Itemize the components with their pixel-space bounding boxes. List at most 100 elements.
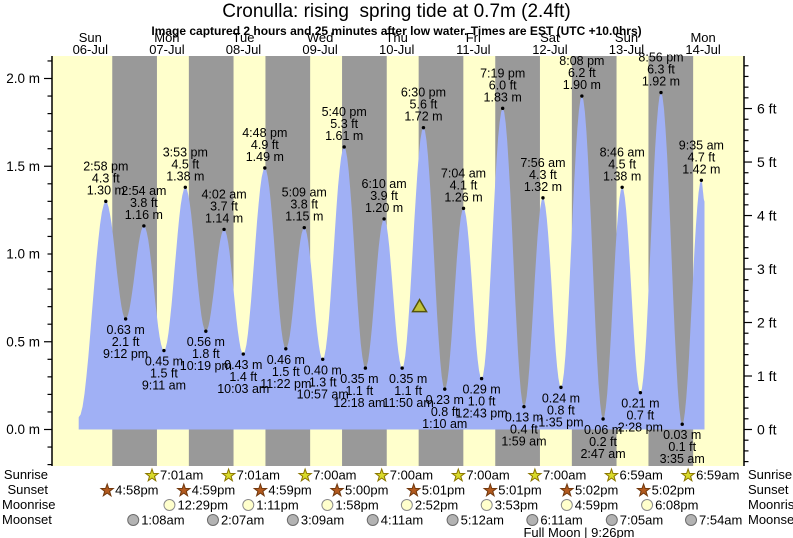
high-tide-label: 7:19 pm (480, 66, 525, 80)
high-tide-label: 3:53 pm (163, 145, 208, 159)
tide-point (699, 178, 704, 182)
sunset-time: 4:59pm (268, 483, 311, 498)
high-tide-label: 4:02 am (201, 187, 246, 201)
sunset-time: 5:01pm (498, 483, 541, 498)
sunset-icon (176, 482, 192, 498)
moonrise-icon (480, 499, 493, 511)
high-tide-label: 4.7 ft (687, 150, 715, 164)
moonset-icon (366, 514, 379, 526)
high-tide-label: 4.3 ft (529, 168, 557, 182)
high-tide-label: 4.5 ft (171, 157, 199, 171)
day-name: Sun (79, 30, 102, 45)
low-tide-label: 1.5 ft (150, 367, 178, 381)
moonrise-icon (560, 499, 573, 511)
moonset-icon (446, 514, 459, 526)
high-tide-label: 7:56 am (520, 156, 565, 170)
high-tide-label: 4.5 ft (608, 157, 636, 171)
sunset-icon (406, 482, 422, 498)
tide-point (500, 106, 505, 111)
high-tide-label: 1.42 m (682, 162, 720, 176)
tide-point (284, 347, 288, 351)
tide-point (680, 422, 684, 426)
high-tide-label: 2:54 am (121, 184, 166, 198)
sunset-time: 5:02pm (575, 483, 618, 498)
sunset-time: 5:01pm (422, 483, 465, 498)
day-name: Sat (540, 30, 560, 45)
day-name: Thu (385, 30, 407, 45)
high-tide-label: 9:35 am (679, 138, 724, 152)
moonset-row-label-left: Moonset (2, 512, 52, 527)
day-name: Mon (154, 30, 179, 45)
sunset-icon (482, 482, 498, 498)
day-date: 12-Jul (532, 42, 568, 57)
sunset-icon (329, 482, 345, 498)
moonset-icon (526, 514, 539, 526)
low-tide-label: 12:18 am (333, 396, 385, 410)
day-name: Sun (615, 30, 638, 45)
moonset-time: 6:11am (540, 513, 582, 528)
right-axis-tick-label: 4 ft (757, 208, 777, 224)
high-tide-label: 6.3 ft (647, 63, 675, 77)
low-tide-label: 0.4 ft (510, 423, 538, 437)
moonrise-icon (321, 499, 334, 511)
high-tide-label: 4.3 ft (92, 171, 120, 185)
moonrise-row-label-right: Moonrise (748, 497, 793, 512)
low-tide-label: 0.06 m (584, 423, 622, 437)
moonset-time: 7:54am (699, 513, 742, 528)
sunset-time: 4:59pm (192, 483, 235, 498)
low-tide-label: 0.46 m (267, 353, 305, 367)
tide-point (580, 94, 584, 98)
tide-point (522, 404, 526, 409)
low-tide-label: 0.56 m (187, 335, 225, 349)
low-tide-label: 1:10 am (422, 417, 467, 431)
high-tide-label: 1.38 m (603, 169, 641, 183)
tide-point (421, 125, 426, 130)
sunrise-icon (374, 467, 390, 483)
low-tide-label: 2.1 ft (112, 335, 140, 349)
high-tide-label: 1.83 m (484, 90, 522, 104)
moonset-time: 4:11am (381, 513, 423, 528)
right-axis-tick-label: 6 ft (757, 101, 777, 117)
low-tide-label: 0.03 m (663, 428, 701, 442)
low-tide-label: 1.3 ft (309, 375, 337, 389)
sunrise-row-label-left: Sunrise (3, 467, 48, 482)
moonrise-row-label-left: Moonrise (2, 497, 56, 512)
moonrise-time: 6:08pm (655, 498, 698, 513)
day-date: 11-Jul (456, 42, 491, 57)
low-tide-label: 2:47 am (580, 447, 625, 461)
sunset-time: 5:02pm (652, 483, 695, 498)
low-tide-label: 0.21 m (621, 397, 659, 411)
sunrise-time: 7:01am (237, 468, 280, 483)
high-tide-label: 6.0 ft (489, 78, 517, 92)
sunset-icon (252, 482, 269, 498)
tide-curve-area (78, 92, 705, 430)
left-axis-tick-label: 2.0 m (6, 71, 40, 86)
tide-point (479, 376, 484, 381)
high-tide-label: 8:46 am (600, 145, 645, 159)
low-tide-label: 11:50 am (383, 396, 434, 410)
sunrise-icon (680, 467, 696, 483)
moonset-icon (206, 514, 219, 526)
moonset-time: 2:07am (221, 513, 264, 528)
low-tide-label: 0.8 ft (431, 405, 459, 419)
low-tide-label: 1.1 ft (394, 384, 422, 398)
low-tide-label: 0.24 m (542, 391, 580, 405)
low-tide-label: 1.1 ft (345, 384, 373, 398)
high-tide-label: 1.61 m (325, 129, 363, 143)
current-level-marker (411, 298, 428, 313)
day-date: 06-Jul (73, 42, 109, 57)
sunrise-time: 7:00am (313, 468, 356, 483)
high-tide-label: 5.6 ft (410, 98, 438, 112)
tide-point (541, 196, 545, 200)
low-tide-label: 0.43 m (224, 358, 262, 372)
low-tide-label: 2:28 pm (618, 421, 663, 435)
moonset-time: 5:12am (461, 513, 504, 528)
sunrise-time: 7:00am (543, 468, 586, 483)
high-tide-label: 1.90 m (563, 78, 601, 92)
